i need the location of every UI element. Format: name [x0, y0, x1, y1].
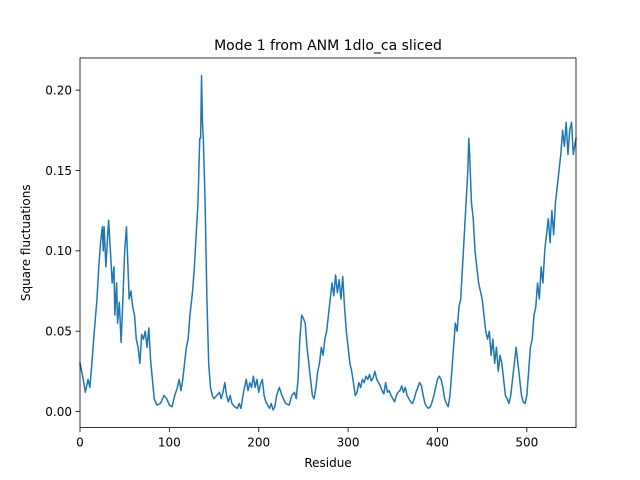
x-tick-label: 100: [158, 436, 181, 450]
y-tick-label: 0.15: [45, 164, 72, 178]
y-tick-label: 0.10: [45, 244, 72, 258]
x-tick-label: 200: [247, 436, 270, 450]
y-tick-label: 0.20: [45, 83, 72, 97]
x-tick-label: 300: [337, 436, 360, 450]
chart-title: Mode 1 from ANM 1dlo_ca sliced: [214, 38, 442, 54]
plot-area: [80, 58, 576, 428]
y-tick-label: 0.00: [45, 405, 72, 419]
line-layer: [79, 74, 577, 411]
y-axis-label: Square fluctuations: [19, 184, 33, 301]
x-tick-label: 0: [76, 436, 84, 450]
x-axis-label: Residue: [304, 456, 351, 470]
series-line-0: [79, 74, 577, 411]
y-ticks: 0.00 0.05 0.10 0.15 0.20: [45, 83, 80, 419]
axes-frame: [79, 57, 577, 429]
y-tick-label: 0.05: [45, 324, 72, 338]
x-ticks: 0 100 200 300 400 500: [76, 427, 538, 450]
x-tick-label: 500: [515, 436, 538, 450]
x-tick-label: 400: [426, 436, 449, 450]
